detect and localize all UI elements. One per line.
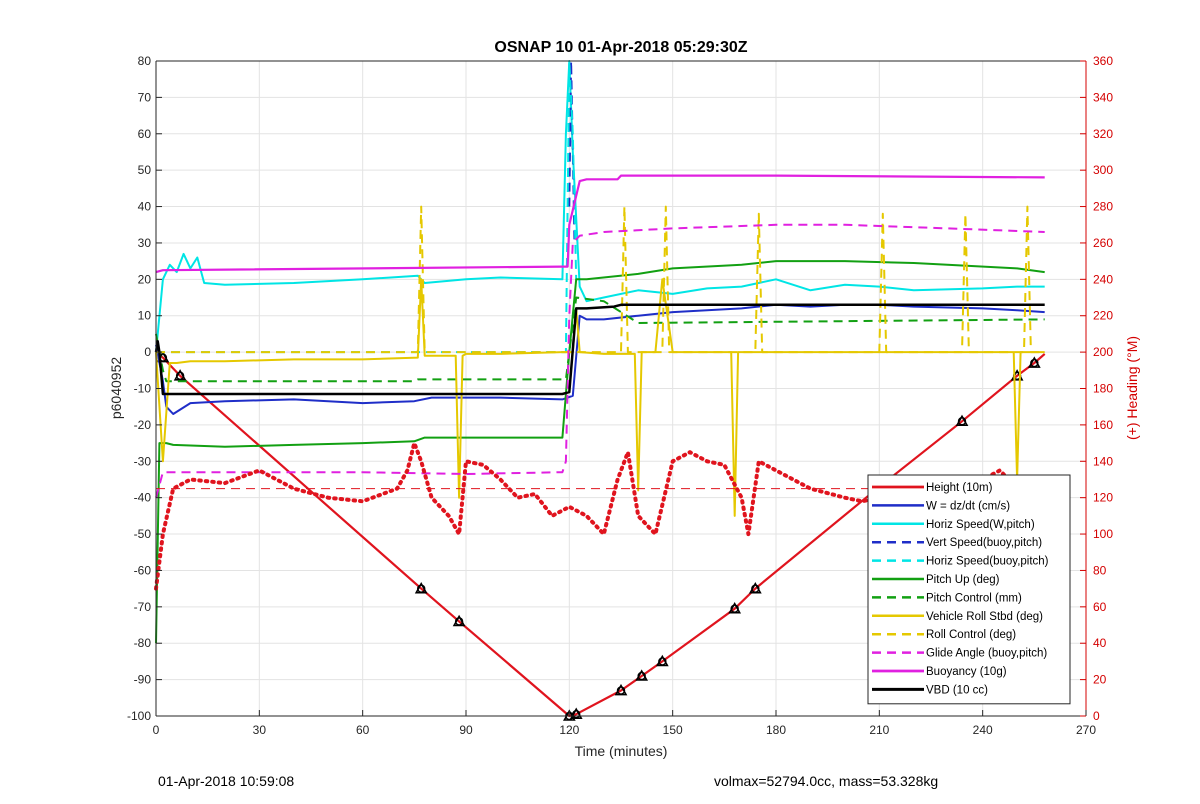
y2-tick-label: 240 bbox=[1093, 272, 1113, 286]
y2-tick-label: 180 bbox=[1093, 382, 1113, 396]
series-line-6 bbox=[155, 296, 1045, 383]
y-tick-label: 10 bbox=[138, 309, 152, 323]
legend-entry: Buoyancy (10g) bbox=[926, 666, 1007, 678]
axes bbox=[155, 60, 1087, 717]
y2-tick-label: 140 bbox=[1093, 454, 1113, 468]
legend-entry: Pitch Up (deg) bbox=[926, 574, 1000, 586]
y-tick-label: 70 bbox=[138, 90, 152, 104]
legend-entry: W = dz/dt (cm/s) bbox=[926, 500, 1010, 512]
legend-entry: Horiz Speed(buoy,pitch) bbox=[926, 556, 1049, 568]
point-marker bbox=[730, 604, 739, 613]
series-line-12 bbox=[154, 441, 1047, 591]
y-tick-label: -70 bbox=[134, 600, 152, 614]
y-axis-label: p6040952 bbox=[108, 357, 124, 420]
x-axis-label: Time (minutes) bbox=[575, 743, 668, 759]
y-tick-label: -90 bbox=[134, 673, 152, 687]
series-line-8 bbox=[156, 205, 1045, 354]
y2-tick-label: 40 bbox=[1093, 636, 1107, 650]
series-line-11 bbox=[154, 303, 1045, 396]
y2-tick-label: 280 bbox=[1093, 200, 1113, 214]
y-tick-label: 50 bbox=[138, 163, 152, 177]
y-tick-label: -40 bbox=[134, 491, 152, 505]
y2-tick-label: 20 bbox=[1093, 673, 1107, 687]
legend-entry: Vert Speed(buoy,pitch) bbox=[926, 537, 1042, 549]
legend-entry: Vehicle Roll Stbd (deg) bbox=[926, 611, 1043, 623]
y2-tick-label: 300 bbox=[1093, 163, 1113, 177]
y2-tick-label: 0 bbox=[1093, 709, 1100, 723]
point-marker bbox=[1030, 358, 1039, 368]
x-tick-label: 30 bbox=[253, 723, 267, 737]
y-tick-label: -50 bbox=[134, 527, 152, 541]
y-tick-label: 60 bbox=[138, 127, 152, 141]
legend-entry: Glide Angle (buoy,pitch) bbox=[926, 648, 1047, 660]
series-line-10 bbox=[155, 174, 1045, 274]
x-tick-label: 120 bbox=[559, 723, 579, 737]
x-tick-label: 0 bbox=[153, 723, 160, 737]
y-tick-label: 0 bbox=[144, 345, 151, 359]
footer-timestamp: 01-Apr-2018 10:59:08 bbox=[158, 773, 295, 789]
series-line-3 bbox=[568, 60, 576, 243]
y2-tick-label: 60 bbox=[1093, 600, 1107, 614]
tick-labels: 0 30 60 90 120 150 180 210 240 270-100-90-80-70-6… bbox=[127, 54, 1113, 737]
y-tick-label: 30 bbox=[138, 236, 152, 250]
x-tick-label: 90 bbox=[459, 723, 473, 737]
legend-entry: Pitch Control (mm) bbox=[926, 592, 1022, 604]
y2-tick-label: 220 bbox=[1093, 309, 1113, 323]
y-tick-label: 20 bbox=[138, 272, 152, 286]
legend-entry: Height (10m) bbox=[926, 482, 993, 494]
y2-tick-label: 320 bbox=[1093, 127, 1113, 141]
point-marker bbox=[751, 584, 760, 593]
x-tick-label: 240 bbox=[973, 723, 993, 737]
y2-tick-label: 100 bbox=[1093, 527, 1113, 541]
y2-tick-label: 200 bbox=[1093, 345, 1113, 359]
legend: Height (10m) W = dz/dt (cm/s) Horiz Speed(… bbox=[867, 474, 1071, 705]
x-tick-label: 270 bbox=[1076, 723, 1096, 737]
point-marker bbox=[417, 584, 426, 593]
y-tick-label: 80 bbox=[138, 54, 152, 68]
point-marker bbox=[175, 371, 185, 380]
point-marker bbox=[572, 709, 581, 719]
y-tick-label: -10 bbox=[134, 382, 152, 396]
y-tick-label: -60 bbox=[134, 563, 152, 577]
y2-axis-label: (+) Heading (°M) bbox=[1124, 336, 1140, 440]
series-line-9 bbox=[155, 223, 1045, 498]
point-marker bbox=[454, 617, 464, 626]
footer-volmax-mass: volmax=52794.0cc, mass=53.328kg bbox=[714, 773, 939, 789]
point-marker bbox=[957, 417, 967, 426]
legend-entry: Roll Control (deg) bbox=[926, 629, 1016, 641]
y2-tick-label: 80 bbox=[1093, 563, 1107, 577]
y2-tick-label: 360 bbox=[1093, 54, 1113, 68]
x-tick-label: 210 bbox=[869, 723, 889, 737]
series-line-5 bbox=[155, 260, 1045, 644]
legend-box bbox=[867, 474, 1071, 705]
x-tick-label: 180 bbox=[766, 723, 786, 737]
legend-entry: Horiz Speed(W,pitch) bbox=[926, 519, 1035, 531]
point-marker bbox=[616, 686, 626, 695]
y-tick-label: -20 bbox=[134, 418, 152, 432]
y2-tick-label: 260 bbox=[1093, 236, 1113, 250]
chart-title: OSNAP 10 01-Apr-2018 05:29:30Z bbox=[494, 39, 747, 56]
y-tick-label: -80 bbox=[134, 636, 152, 650]
point-marker bbox=[637, 671, 646, 681]
x-tick-label: 150 bbox=[663, 723, 683, 737]
y-tick-label: -100 bbox=[127, 709, 151, 723]
x-tick-label: 60 bbox=[356, 723, 370, 737]
y2-tick-label: 120 bbox=[1093, 491, 1113, 505]
y2-tick-label: 340 bbox=[1093, 90, 1113, 104]
legend-entry: VBD (10 cc) bbox=[926, 684, 988, 696]
series-line-2 bbox=[155, 60, 1045, 353]
point-marker bbox=[658, 657, 667, 666]
y2-tick-label: 160 bbox=[1093, 418, 1113, 432]
y-tick-label: 40 bbox=[138, 200, 152, 214]
y-tick-label: -30 bbox=[134, 454, 152, 468]
